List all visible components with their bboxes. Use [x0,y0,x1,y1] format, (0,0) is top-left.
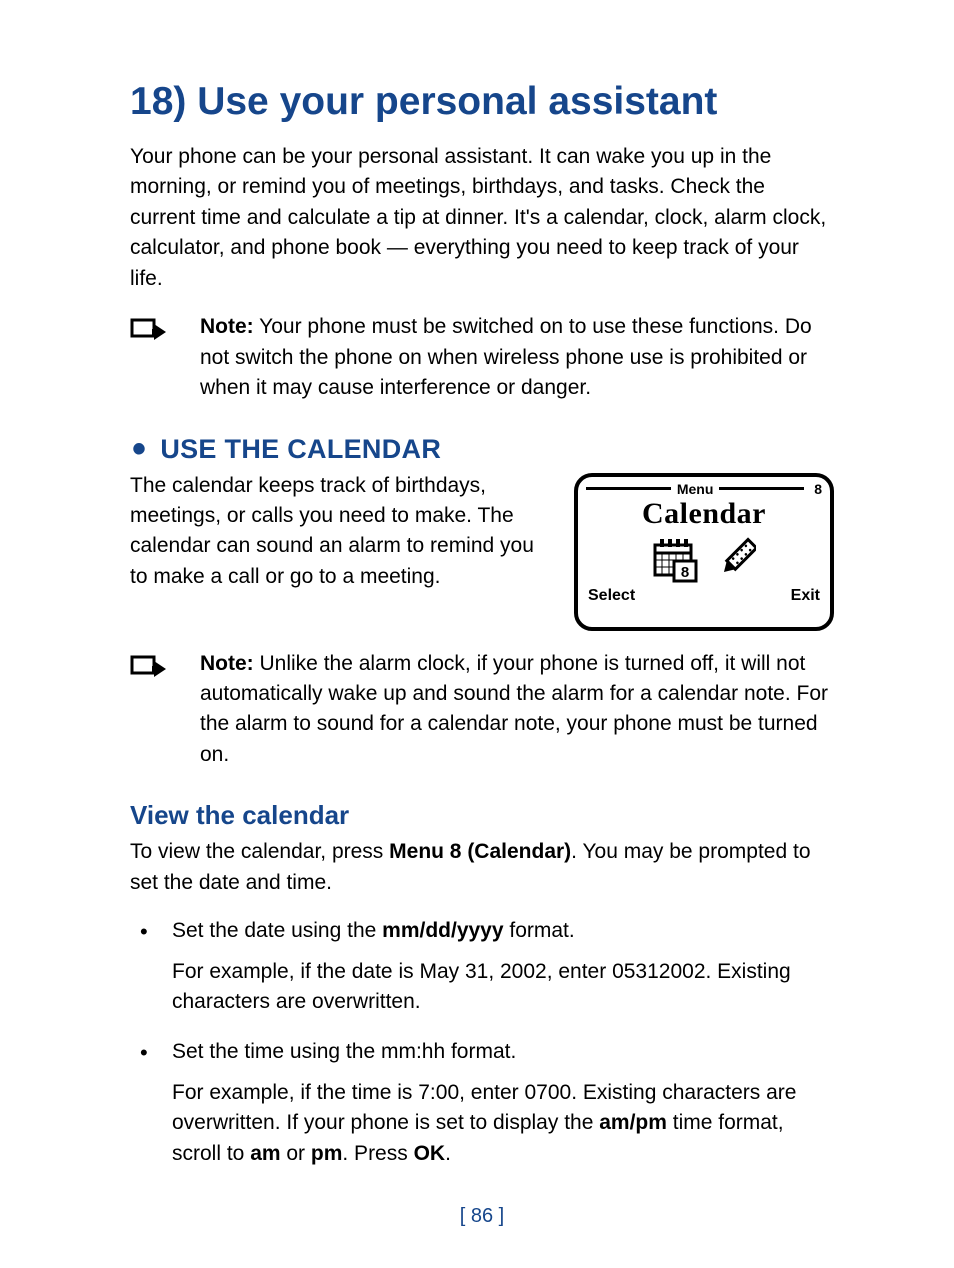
note-block-1: Note: Your phone must be switched on to … [130,312,834,403]
phone-screen-softkeys: Select Exit [586,587,822,605]
bold-text: OK [414,1142,446,1165]
note-text-2: Note: Unlike the alarm clock, if your ph… [200,649,834,771]
subsection-title: View the calendar [130,800,834,831]
note-text-1: Note: Your phone must be switched on to … [200,312,834,403]
chapter-title: 18) Use your personal assistant [130,80,834,124]
text: . Press [342,1142,413,1165]
text: format. [504,919,575,942]
text: Set the date using the [172,919,382,942]
bold-text: am/pm [599,1111,667,1134]
phone-screen-icons: 8 [586,535,822,585]
text: To view the calendar, press [130,840,389,863]
phone-screen-menu-label: Menu [677,481,714,497]
note-icon [130,653,174,683]
calendar-row: The calendar keeps track of birthdays, m… [130,471,834,631]
sub-paragraph: For example, if the time is 7:00, enter … [130,1078,834,1169]
note-icon-col [130,312,200,346]
sub-paragraph: For example, if the date is May 31, 2002… [130,957,834,1018]
bold-text: Menu 8 (Calendar) [389,840,571,863]
calendar-intro-text: The calendar keeps track of birthdays, m… [130,471,550,593]
note-body: Your phone must be switched on to use th… [200,315,812,399]
text: or [281,1142,311,1165]
list-item: Set the date using the mm/dd/yyyy format… [130,916,834,946]
text: . [445,1142,451,1165]
note-body: Unlike the alarm clock, if your phone is… [200,652,828,766]
phone-screen-menu-number: 8 [814,481,822,497]
note-icon-col [130,649,200,683]
bold-text: pm [311,1142,343,1165]
phone-screen-left-softkey: Select [588,587,635,605]
note-block-2: Note: Unlike the alarm clock, if your ph… [130,649,834,771]
list-item: Set the time using the mm:hh format. [130,1037,834,1067]
chapter-intro: Your phone can be your personal assistan… [130,142,834,294]
note-label: Note: [200,652,254,675]
phone-screen-title: Calendar [586,499,822,529]
phone-screen-line [586,487,671,490]
phone-screen-right-softkey: Exit [791,587,820,605]
note-label: Note: [200,315,254,338]
bullet-list: Set the date using the mm/dd/yyyy format… [130,916,834,946]
note-icon [130,316,174,346]
phone-screen-top-row: Menu 8 [586,481,822,497]
svg-text:8: 8 [681,564,689,581]
bullet-list: Set the time using the mm:hh format. [130,1037,834,1067]
calendar-icon: 8 [652,535,712,585]
bold-text: am [250,1142,280,1165]
section-title: USE THE CALENDAR [160,434,441,465]
phone-screen-line [719,487,804,490]
section-heading: • USE THE CALENDAR [130,434,834,465]
bold-text: mm/dd/yyyy [382,919,503,942]
page-number: [ 86 ] [130,1205,834,1228]
text: Set the time using the mm:hh format. [172,1040,516,1063]
phone-screen-illustration: Menu 8 Calendar [574,473,834,631]
pencil-icon [716,535,756,585]
subsection-intro: To view the calendar, press Menu 8 (Cale… [130,837,834,898]
